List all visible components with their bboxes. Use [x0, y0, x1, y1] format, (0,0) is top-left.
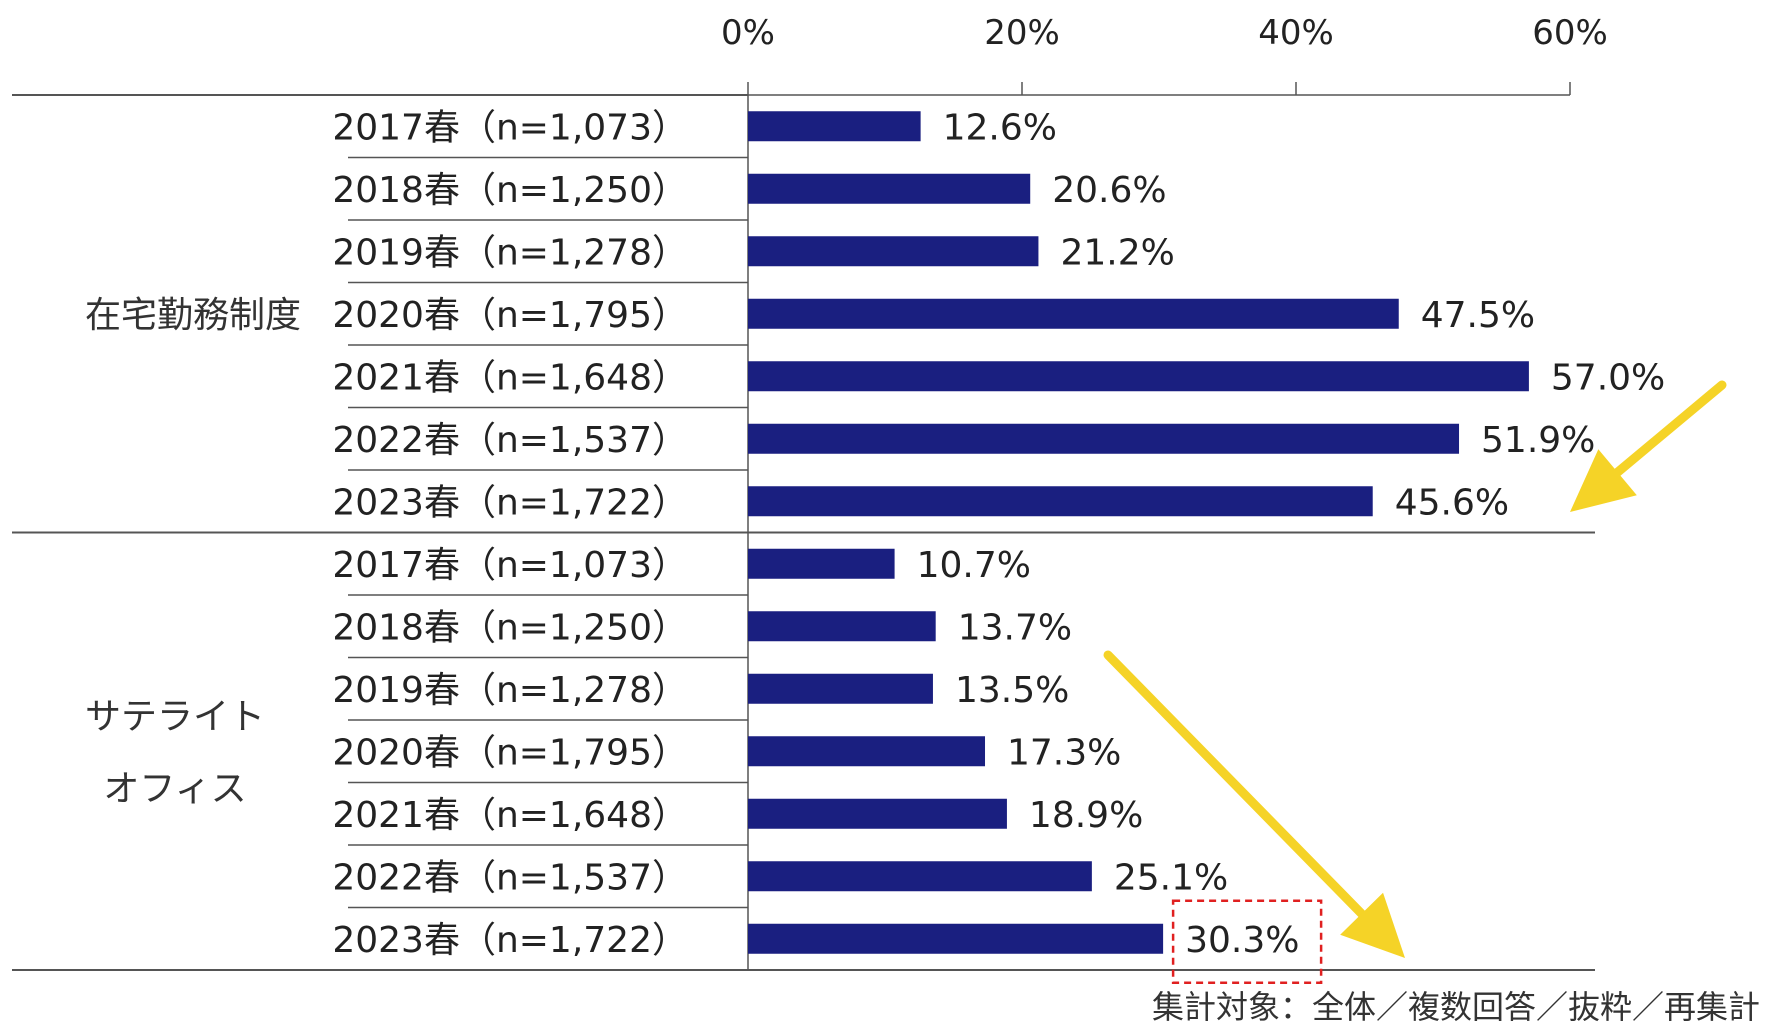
bar [748, 361, 1529, 392]
data-label: 13.5% [955, 670, 1069, 711]
row-label: 2022春（n=1,537） [332, 857, 688, 898]
highlight-box [1171, 899, 1323, 984]
data-label: 47.5% [1421, 295, 1535, 336]
data-label: 20.6% [1052, 170, 1166, 211]
bar [748, 111, 921, 142]
row-label: 2021春（n=1,648） [332, 795, 688, 836]
group-label: 在宅勤務制度 [85, 295, 301, 336]
trend-arrow-up-section [1570, 380, 1727, 512]
x-tick-label: 40% [1258, 13, 1334, 53]
data-label: 45.6% [1395, 482, 1509, 523]
row-label: 2019春（n=1,278） [332, 232, 688, 273]
bar [748, 736, 986, 767]
row-table: 2017春（n=1,073） 2018春（n=1,250） 2019春（n=1,27… [12, 94, 1595, 971]
group-label-line: オフィス [103, 768, 246, 809]
bar [748, 236, 1039, 267]
bar [748, 548, 895, 579]
data-label: 57.0% [1551, 357, 1665, 398]
x-tick-label: 0% [721, 13, 775, 53]
bar [748, 173, 1031, 204]
bar [748, 673, 933, 704]
row-label: 2017春（n=1,073） [332, 107, 688, 148]
footnote: 集計対象：全体／複数回答／抜粋／再集計 [1152, 988, 1760, 1026]
bar [748, 798, 1007, 829]
data-label: 25.1% [1114, 857, 1228, 898]
trend-arrow-lower-section [1103, 650, 1405, 958]
row-label: 2021春（n=1,648） [332, 357, 688, 398]
bar [748, 298, 1399, 329]
x-tick-label: 20% [984, 13, 1060, 53]
row-label: 2018春（n=1,250） [332, 607, 688, 648]
bars [748, 111, 1529, 954]
bar [748, 923, 1164, 954]
data-label: 17.3% [1007, 732, 1121, 773]
data-label: 12.6% [943, 107, 1057, 148]
data-label: 51.9% [1481, 420, 1595, 461]
row-label: 2018春（n=1,250） [332, 170, 688, 211]
data-label: 21.2% [1060, 232, 1174, 273]
row-label: 2017春（n=1,073） [332, 545, 688, 586]
row-label: 2020春（n=1,795） [332, 732, 688, 773]
row-label: 2020春（n=1,795） [332, 295, 688, 336]
data-label: 30.3% [1185, 920, 1299, 961]
bar [748, 861, 1092, 892]
group-label-line: サテライト [85, 696, 265, 737]
bar [748, 486, 1373, 517]
data-label: 18.9% [1029, 795, 1143, 836]
row-label: 2023春（n=1,722） [332, 920, 688, 961]
row-label: 2023春（n=1,722） [332, 482, 688, 523]
data-label: 13.7% [958, 607, 1072, 648]
row-label: 2022春（n=1,537） [332, 420, 688, 461]
value-labels: 12.6% 20.6% 21.2% 47.5% 57.0% 51.9% 45.6% 10.7%… [917, 107, 1666, 961]
bar [748, 611, 936, 642]
row-label: 2019春（n=1,278） [332, 670, 688, 711]
x-axis: 0% 20% 40% 60% [721, 13, 1608, 96]
bar [748, 423, 1460, 454]
annotations [1103, 380, 1727, 984]
x-tick-label: 60% [1532, 13, 1608, 53]
data-label: 10.7% [917, 545, 1031, 586]
